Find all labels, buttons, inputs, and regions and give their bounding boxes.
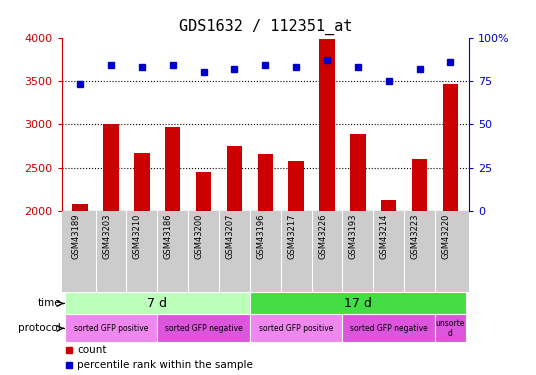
Bar	[72, 204, 88, 212]
Bar	[250, 292, 466, 315]
Text: unsorte
d: unsorte d	[436, 319, 465, 338]
Text: sorted GFP positive: sorted GFP positive	[259, 324, 333, 333]
Text: GSM43203: GSM43203	[102, 214, 111, 259]
Text: percentile rank within the sample: percentile rank within the sample	[77, 360, 253, 370]
Text: protocol: protocol	[18, 323, 61, 333]
Bar	[319, 39, 335, 212]
Bar	[65, 315, 157, 342]
Bar	[343, 315, 435, 342]
Text: 17 d: 17 d	[344, 297, 372, 310]
Bar	[435, 315, 466, 342]
Text: sorted GFP positive: sorted GFP positive	[74, 324, 148, 333]
Bar	[350, 134, 366, 212]
Bar	[157, 315, 250, 342]
Bar	[65, 292, 250, 315]
Bar	[103, 124, 119, 211]
Text: GSM43217: GSM43217	[287, 214, 296, 259]
Bar	[165, 127, 181, 212]
Bar	[134, 153, 150, 212]
Text: GSM43193: GSM43193	[349, 214, 358, 259]
Text: count: count	[77, 345, 107, 354]
Text: 7 d: 7 d	[147, 297, 167, 310]
Text: time: time	[38, 298, 61, 309]
Bar	[227, 146, 242, 211]
Text: GSM43220: GSM43220	[442, 214, 450, 259]
Bar	[250, 315, 343, 342]
Bar	[258, 154, 273, 212]
Text: GSM43214: GSM43214	[380, 214, 389, 259]
Text: GSM43207: GSM43207	[226, 214, 234, 259]
Text: sorted GFP negative: sorted GFP negative	[165, 324, 242, 333]
Text: GSM43223: GSM43223	[411, 214, 420, 259]
Bar	[196, 172, 211, 211]
Bar	[288, 161, 304, 212]
Text: GSM43226: GSM43226	[318, 214, 327, 259]
Bar	[381, 200, 397, 211]
Title: GDS1632 / 112351_at: GDS1632 / 112351_at	[178, 18, 352, 35]
Bar	[412, 159, 427, 212]
Text: GSM43186: GSM43186	[163, 214, 173, 260]
Text: GSM43210: GSM43210	[133, 214, 142, 259]
Text: GSM43196: GSM43196	[256, 214, 265, 259]
Text: sorted GFP negative: sorted GFP negative	[350, 324, 428, 333]
Text: GSM43200: GSM43200	[195, 214, 204, 259]
Bar	[443, 84, 458, 212]
Text: GSM43189: GSM43189	[71, 214, 80, 259]
